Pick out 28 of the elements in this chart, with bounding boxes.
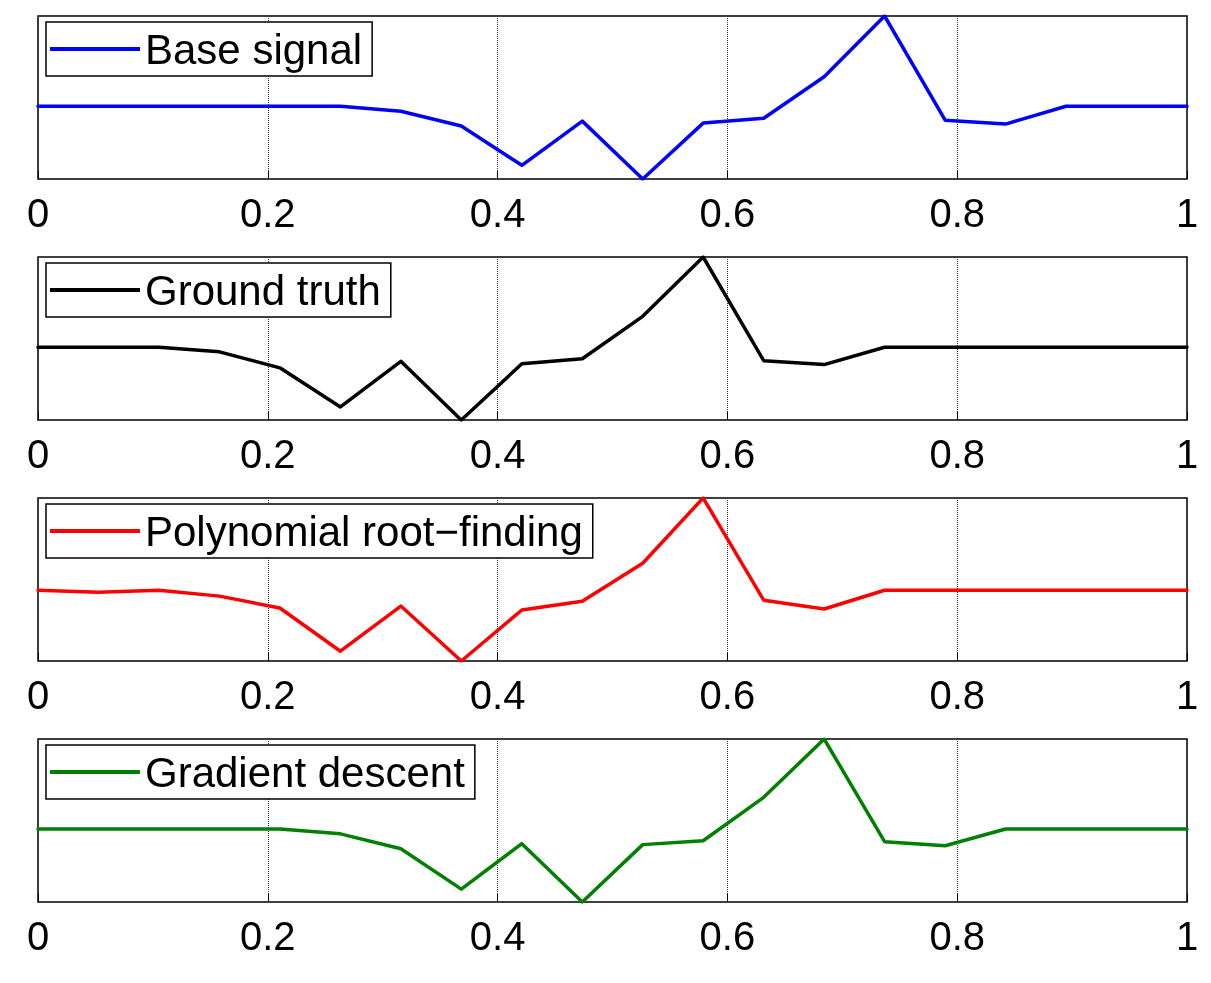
x-tick-label: 0.2 (240, 914, 296, 958)
x-tick-label: 0 (26, 914, 50, 958)
x-tick-label: 0.2 (240, 191, 296, 235)
legend-label: Polynomial root−finding (145, 507, 583, 555)
x-tick-label: 1 (1175, 432, 1199, 476)
x-tick-label: 0.4 (469, 191, 526, 235)
x-tick-label: 0.2 (240, 673, 296, 717)
x-tick-label: 0 (26, 191, 50, 235)
x-tick-label: 0 (26, 673, 50, 717)
x-tick-label: 0.8 (929, 191, 985, 235)
x-tick-label: 1 (1175, 673, 1199, 717)
legend-label: Base signal (145, 25, 363, 73)
x-tick-label: 0.4 (469, 432, 526, 476)
x-tick-label: 0.6 (699, 914, 756, 958)
legend-label: Ground truth (145, 266, 381, 314)
x-tick-label: 0.2 (240, 432, 296, 476)
x-tick-label: 1 (1175, 914, 1199, 958)
x-tick-label: 0.8 (929, 673, 985, 717)
x-tick-label: 0.4 (469, 673, 526, 717)
x-tick-label: 0.6 (699, 432, 756, 476)
x-tick-label: 0.6 (699, 191, 756, 235)
legend-label: Gradient descent (145, 748, 466, 796)
x-tick-label: 0.8 (929, 914, 985, 958)
x-tick-label: 0 (26, 432, 50, 476)
x-tick-label: 0.4 (469, 914, 526, 958)
x-tick-label: 1 (1175, 191, 1199, 235)
x-tick-label: 0.6 (699, 673, 756, 717)
x-tick-label: 0.8 (929, 432, 985, 476)
